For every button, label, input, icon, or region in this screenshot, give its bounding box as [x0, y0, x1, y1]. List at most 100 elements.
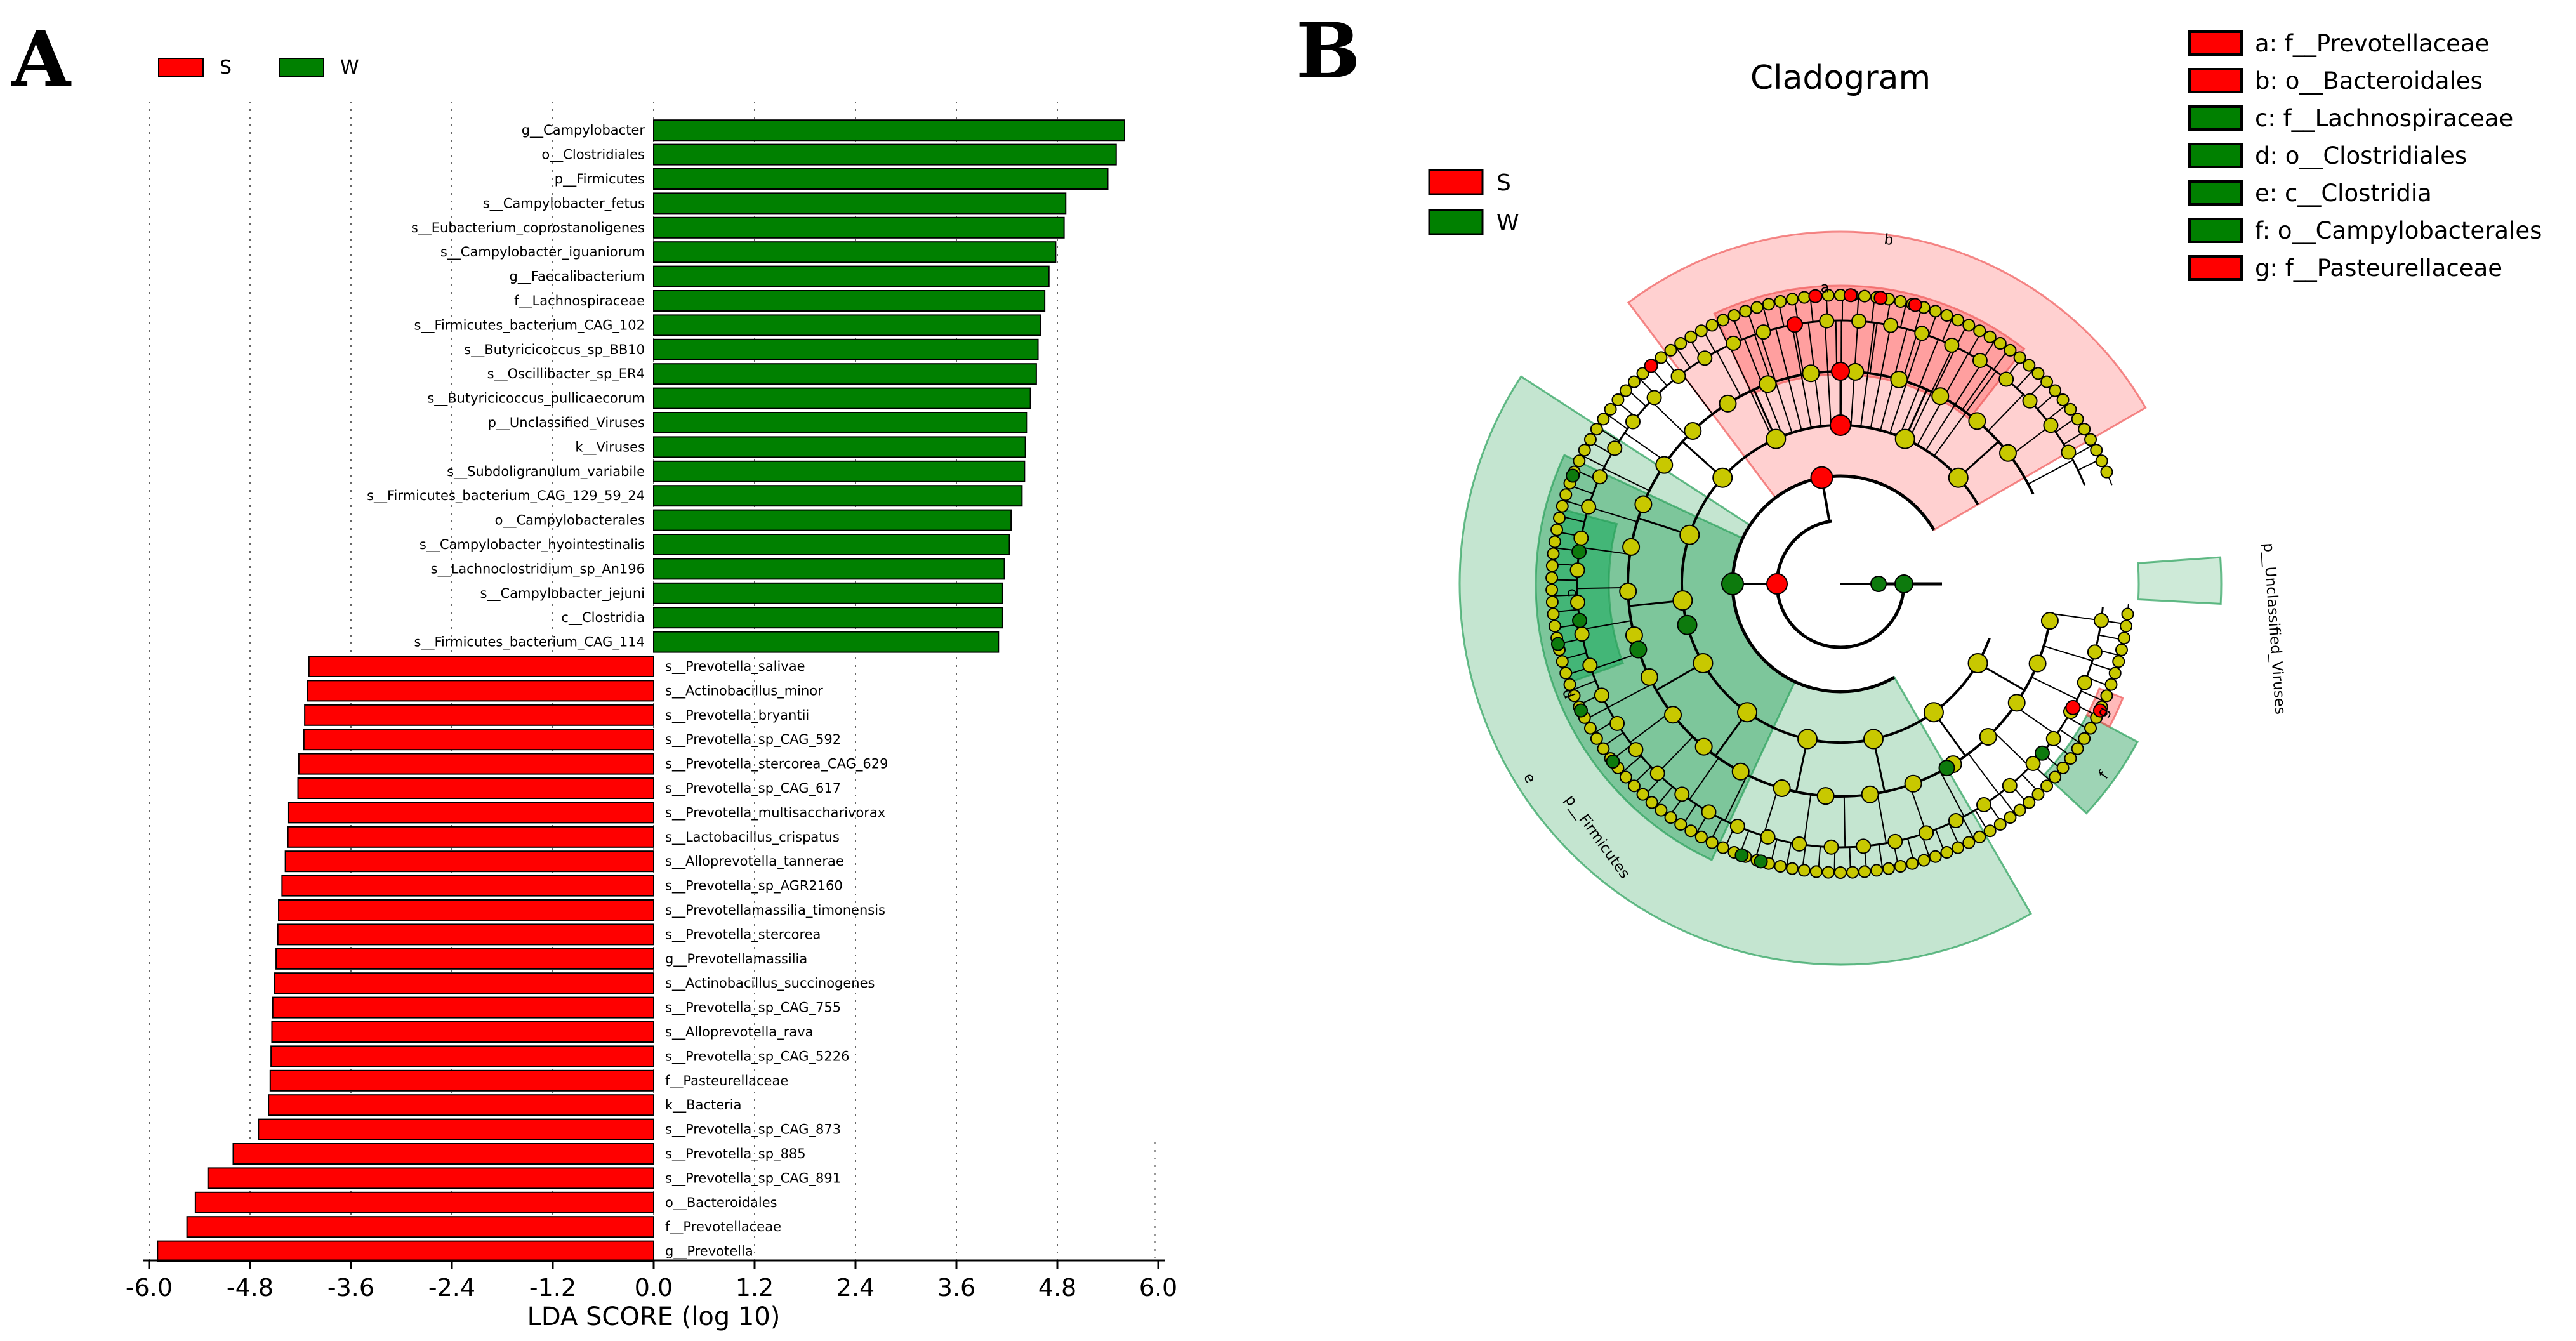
tree-node — [1821, 289, 1835, 302]
tree-node — [1802, 364, 1820, 383]
cladogram-clade-legend: a: f__Prevotellaceae b: o__Bacteroidalesc… — [2188, 30, 2542, 282]
tree-node — [1719, 394, 1737, 413]
tree-node — [1816, 787, 1835, 805]
lda-bar — [653, 119, 1125, 142]
cladogram-title: Cladogram — [1750, 59, 1931, 97]
lda-bar — [232, 1143, 654, 1165]
tree-node — [1962, 319, 1976, 332]
group-legend-label: W — [1496, 210, 1519, 236]
tree-node — [1545, 559, 1559, 572]
lda-x-axis-title: LDA SCORE (log 10) — [527, 1302, 781, 1331]
tree-branch — [2046, 404, 2068, 421]
x-tick-label: -3.6 — [327, 1274, 374, 1302]
tree-node — [1677, 614, 1698, 635]
clade-legend-swatch — [2188, 143, 2243, 168]
tree-node — [1908, 298, 1922, 312]
tree-node — [1619, 384, 1632, 397]
tree-node — [1750, 301, 1764, 314]
tree-node — [1569, 562, 1585, 578]
clade-legend-swatch — [2188, 255, 2243, 281]
tree-node — [2100, 465, 2113, 479]
tree-branch — [1762, 305, 1771, 331]
tree-node — [1629, 640, 1648, 659]
tree-node — [2092, 703, 2107, 718]
tree-branch — [2009, 425, 2052, 457]
tree-node — [2095, 454, 2108, 468]
tree-node — [1873, 291, 1888, 305]
tree-node — [2023, 796, 2036, 809]
x-tick-label: 4.8 — [1038, 1274, 1076, 1302]
tree-branch — [1791, 324, 1812, 428]
tree-branch — [2080, 690, 2105, 702]
tree-branch — [1579, 546, 1630, 555]
tree-branch — [1898, 339, 1939, 437]
lda-bars — [157, 119, 1125, 1262]
lda-bar — [269, 1069, 654, 1092]
tree-node — [1571, 544, 1587, 560]
tree-node — [2002, 777, 2018, 793]
tree-node — [1712, 467, 1733, 488]
tree-branch — [1724, 774, 1748, 821]
lda-bar — [272, 996, 654, 1019]
tree-branch — [1728, 345, 1774, 440]
tree-node — [1972, 353, 1988, 369]
lda-bar-label: s__Prevotella_sp_CAG_592 — [665, 732, 841, 748]
tree-node — [1929, 850, 1942, 863]
tree-branch — [1877, 793, 1887, 843]
tree-node — [1863, 729, 1884, 750]
tree-node — [1655, 351, 1668, 364]
tree-node — [2023, 359, 2036, 372]
tree-node — [1674, 786, 1690, 802]
tree-branch — [1793, 324, 1804, 375]
tree-node — [1870, 576, 1887, 592]
tree-node — [1674, 337, 1688, 350]
tree-node — [1611, 393, 1625, 406]
tree-node — [2071, 413, 2084, 426]
tree-node — [1762, 298, 1775, 311]
tree-node — [1739, 305, 1752, 318]
legend-label: S — [220, 56, 232, 79]
clade-legend-swatch — [2188, 30, 2243, 56]
tree-node — [1904, 774, 1922, 793]
tree-node — [1967, 653, 1988, 673]
tree-node — [1559, 488, 1573, 501]
tree-branch — [1901, 331, 1919, 381]
tree-node — [1766, 573, 1788, 595]
tree-node — [2061, 444, 2077, 460]
tree-node — [1983, 330, 1997, 343]
tree-node — [2120, 619, 2133, 633]
tree-node — [1858, 289, 1872, 303]
tree-node — [2077, 675, 2092, 690]
lda-bar-label: s__Actinobacillus_minor — [665, 683, 823, 699]
x-tick-label: -1.2 — [529, 1274, 576, 1302]
tree-branch — [1908, 345, 1954, 441]
tree-branch — [1571, 680, 1596, 691]
lda-bar — [653, 558, 1005, 580]
lda-bar — [275, 948, 654, 970]
tree-node — [2034, 745, 2050, 761]
lda-bar — [268, 1094, 654, 1116]
tree-branch — [1785, 842, 1792, 868]
tree-branch — [2014, 705, 2057, 736]
tree-branch — [1762, 787, 1780, 836]
tree-node — [1553, 512, 1566, 525]
tree-node — [1993, 817, 2007, 831]
lda-bar — [287, 802, 654, 824]
clade-annotation: a — [1820, 279, 1830, 296]
lda-bar — [653, 436, 1026, 458]
lda-bar-label: s__Butyricicoccus_sp_BB10 — [464, 342, 645, 358]
lda-bar-label: c__Clostridia — [561, 610, 645, 626]
x-tick-label: 6.0 — [1139, 1274, 1177, 1302]
tree-branch — [1878, 844, 1884, 870]
lda-x-axis: -6.0 -4.8 -3.6 -2.4 -1.2 0.0 1.2 2.4 3.6 4.8 6.0 — [126, 1259, 1177, 1302]
lda-bar-label: p__Unclassified_Viruses — [488, 415, 645, 431]
lda-bar — [157, 1240, 654, 1262]
tree-node — [1894, 574, 1913, 593]
tree-node — [1894, 428, 1915, 449]
lda-bar — [653, 338, 1039, 360]
cladogram-nodes — [1545, 288, 2134, 879]
lda-bar-label: g__Faecalibacterium — [510, 269, 645, 285]
tree-branch — [1656, 786, 1674, 807]
lda-bar-label: s__Prevotella_stercorea_CAG_629 — [665, 756, 888, 772]
